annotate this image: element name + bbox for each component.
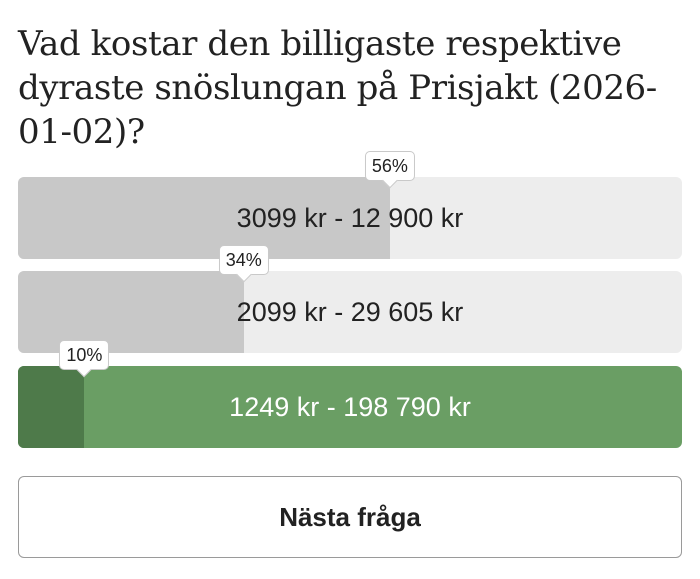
- percent-badge: 10%: [59, 340, 110, 370]
- answer-option-1[interactable]: 3099 kr - 12 900 kr 56%: [18, 151, 682, 259]
- next-question-button[interactable]: Nästa fråga: [18, 476, 682, 558]
- answer-bar-track: [18, 366, 682, 448]
- answer-bar-track: [18, 271, 682, 353]
- answer-label: 3099 kr - 12 900 kr: [236, 202, 464, 233]
- answer-bar-fill: [18, 271, 244, 353]
- answer-option-3-correct[interactable]: 1249 kr - 198 790 kr 10%: [18, 340, 682, 448]
- percent-badge: 34%: [218, 245, 269, 275]
- answer-label: 1249 kr - 198 790 kr: [229, 391, 471, 422]
- answer-bar-fill: [18, 177, 390, 259]
- percent-badge: 56%: [364, 151, 415, 181]
- question-text: Vad kostar den billigaste respektive dyr…: [18, 24, 657, 152]
- answer-option-2[interactable]: 2099 kr - 29 605 kr 34%: [18, 245, 682, 353]
- answer-bar-track: [18, 177, 682, 259]
- answer-bar-fill: [18, 366, 85, 448]
- answer-label: 2099 kr - 29 605 kr: [236, 296, 464, 327]
